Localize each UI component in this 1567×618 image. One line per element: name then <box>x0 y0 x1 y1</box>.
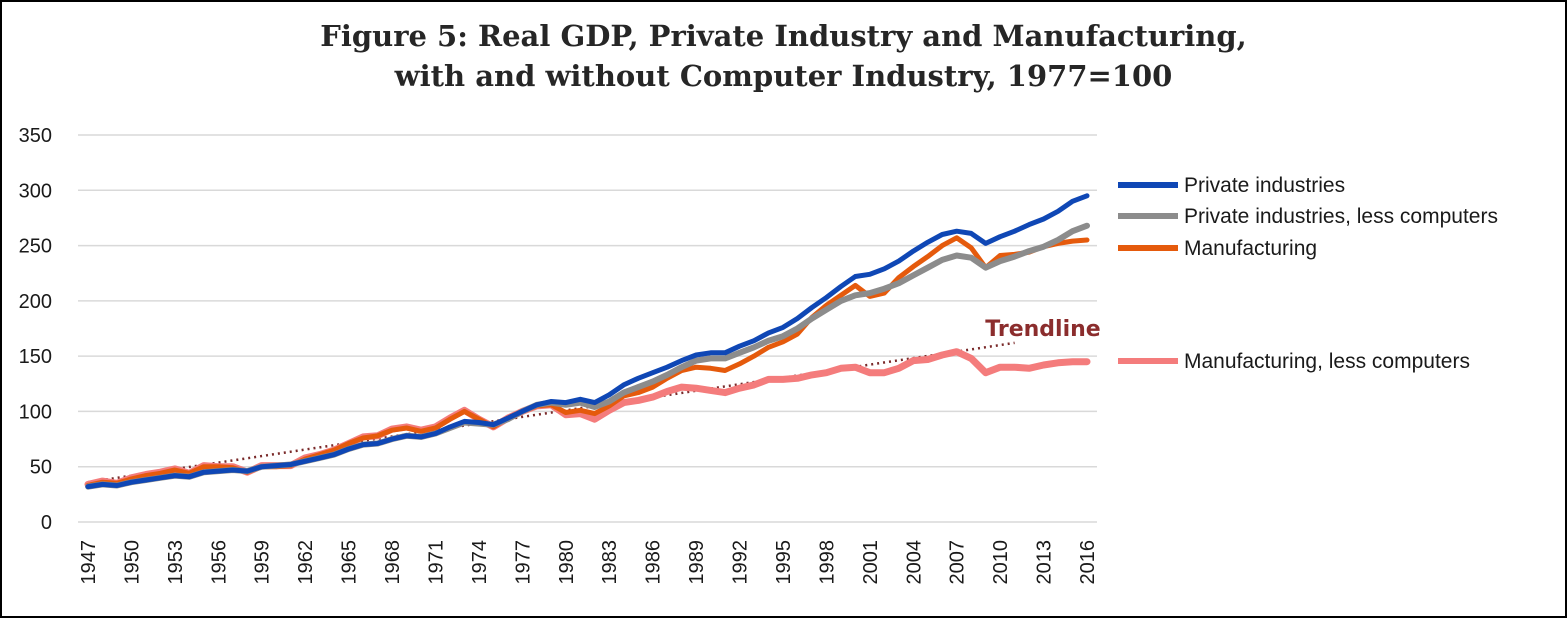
series-line-manufacturing-less-computers <box>84 348 1091 488</box>
y-tick-label-300: 300 <box>19 180 52 202</box>
legend-label-manufacturing: Manufacturing <box>1184 237 1317 260</box>
y-tick-label-50: 50 <box>30 457 52 479</box>
y-tick-label-200: 200 <box>19 291 52 313</box>
x-tick-label-1962: 1962 <box>295 540 317 585</box>
x-tick-label-2013: 2013 <box>1034 540 1056 585</box>
legend-label-private-industries-less-computers: Private industries, less computers <box>1184 205 1498 228</box>
legend-label-manufacturing-less-computers: Manufacturing, less computers <box>1184 350 1470 373</box>
y-tick-label-0: 0 <box>41 512 52 534</box>
legend-label-private-industries: Private industries <box>1184 174 1345 197</box>
x-tick-label-1995: 1995 <box>773 540 795 585</box>
x-tick-label-1959: 1959 <box>252 540 274 585</box>
x-tick-label-1986: 1986 <box>643 540 665 585</box>
chart-title-line-2: with and without Computer Industry, 1977… <box>394 59 1173 93</box>
series-line-manufacturing <box>85 235 1090 488</box>
chart-title: Figure 5: Real GDP, Private Industry and… <box>2 16 1565 96</box>
trendline-group: Trendline <box>87 317 1101 484</box>
chart-title-line-1: Figure 5: Real GDP, Private Industry and… <box>320 19 1247 53</box>
series-lines <box>84 193 1091 490</box>
x-tick-label-1989: 1989 <box>686 540 708 585</box>
x-tick-label-1977: 1977 <box>512 540 534 585</box>
x-tick-label-1950: 1950 <box>121 540 143 585</box>
x-tick-label-1983: 1983 <box>599 540 621 585</box>
x-tick-label-2010: 2010 <box>990 540 1012 585</box>
x-tick-label-1992: 1992 <box>730 540 752 585</box>
x-tick-label-1998: 1998 <box>816 540 838 585</box>
x-tick-label-1974: 1974 <box>469 540 491 585</box>
x-tick-label-1968: 1968 <box>382 540 404 585</box>
x-tick-label-1980: 1980 <box>556 540 578 585</box>
x-tick-label-1971: 1971 <box>425 540 447 585</box>
x-tick-label-2001: 2001 <box>860 540 882 585</box>
y-tick-label-100: 100 <box>19 401 52 423</box>
y-tick-label-150: 150 <box>19 346 52 368</box>
x-tick-label-1953: 1953 <box>165 540 187 585</box>
legend: Private industries Private industries, le… <box>1118 174 1498 373</box>
series-line-private-industries <box>85 193 1090 490</box>
x-tick-label-2004: 2004 <box>903 540 925 585</box>
x-tick-label-1947: 1947 <box>78 540 100 585</box>
x-axis-tick-labels: 1947 1950 1953 1956 1959 1962 1965 1968 1971 1974… <box>78 540 1099 585</box>
y-axis-tick-labels: 0 50 100 150 200 250 300 350 <box>19 125 52 534</box>
x-tick-label-2016: 2016 <box>1077 540 1099 585</box>
y-tick-label-250: 250 <box>19 236 52 258</box>
x-tick-label-2007: 2007 <box>947 540 969 585</box>
x-tick-label-1965: 1965 <box>339 540 361 585</box>
trendline-label: Trendline <box>985 317 1100 342</box>
y-tick-label-350: 350 <box>19 125 52 147</box>
trendline <box>87 341 1015 484</box>
x-tick-label-1956: 1956 <box>208 540 230 585</box>
